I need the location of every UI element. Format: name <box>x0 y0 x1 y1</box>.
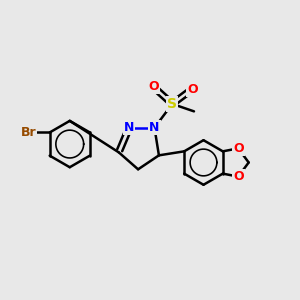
Text: Br: Br <box>20 126 36 139</box>
Text: O: O <box>148 80 159 94</box>
Text: O: O <box>233 142 244 155</box>
Text: S: S <box>167 97 177 111</box>
Text: N: N <box>149 121 160 134</box>
Text: O: O <box>187 82 197 96</box>
Text: N: N <box>124 121 134 134</box>
Text: O: O <box>233 170 244 183</box>
